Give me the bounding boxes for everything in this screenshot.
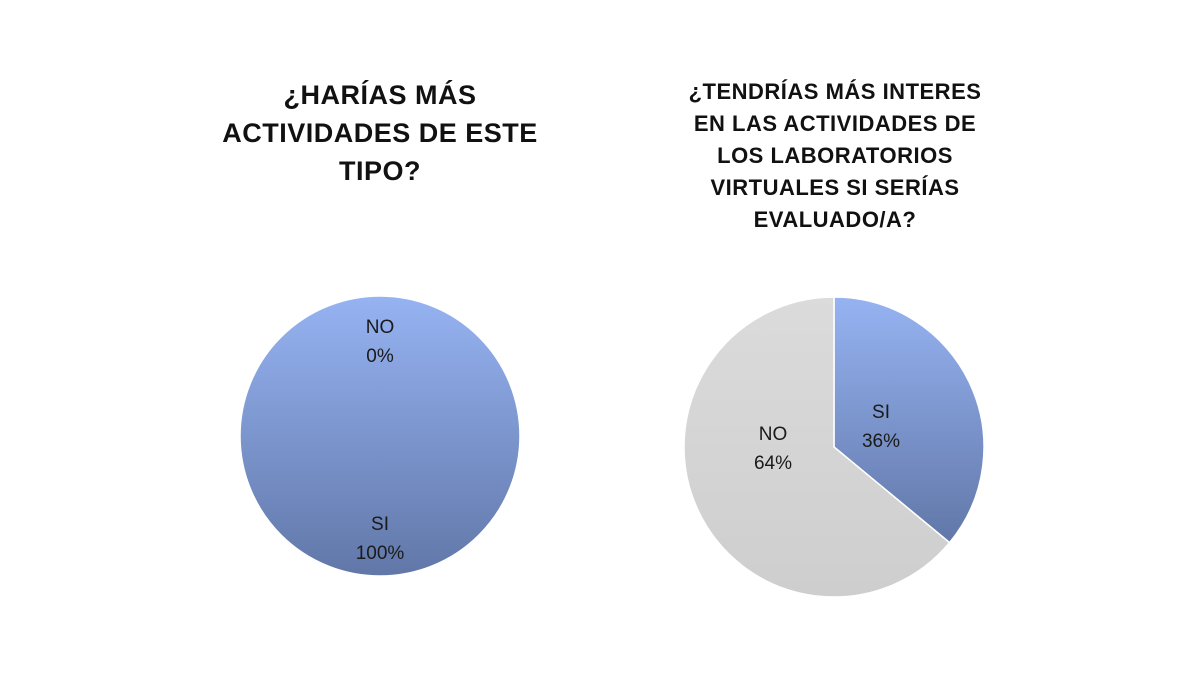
data-label-tendrias-no: NO 64% — [754, 424, 792, 474]
pie-slice-hariasmas-si — [239, 295, 521, 577]
chart-title-tendrias: ¿TENDRÍAS MÁS INTERES EN LAS ACTIVIDADES… — [688, 79, 982, 232]
data-label-hariasmas-si: SI 100% — [356, 514, 405, 564]
pie-slice-tendrias-no — [683, 296, 951, 598]
pie-slice-tendrias-si — [833, 296, 985, 544]
data-label-tendrias-si: SI 36% — [862, 402, 900, 452]
chart-title-hariasmas: ¿HARÍAS MÁS ACTIVIDADES DE ESTE TIPO? — [222, 80, 538, 186]
data-label-hariasmas-no: NO 0% — [366, 317, 395, 367]
